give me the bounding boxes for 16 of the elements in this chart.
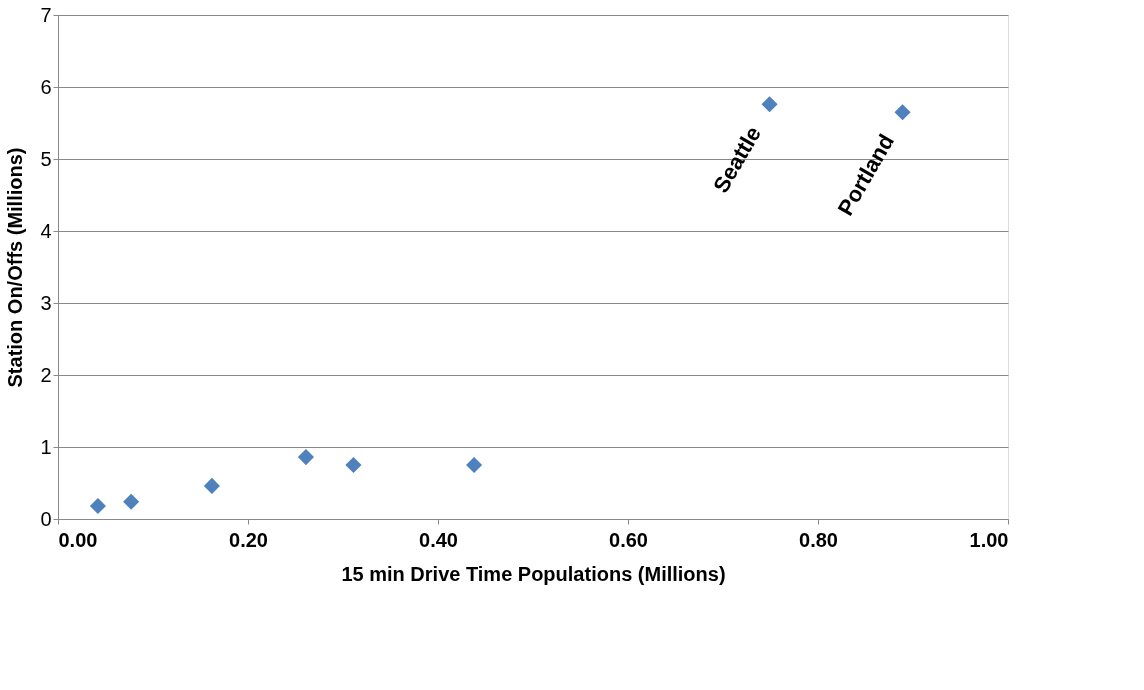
- x-tick-label: 0.80: [799, 528, 838, 551]
- x-tick-label: 1.00: [969, 528, 1009, 551]
- y-tick-label: 0: [40, 507, 52, 530]
- x-tick-label: 0.40: [419, 528, 458, 551]
- y-tick-label: 3: [40, 291, 52, 314]
- y-tick-label: 1: [40, 435, 52, 458]
- y-tick-label: 5: [40, 147, 52, 170]
- y-tick-label: 4: [40, 219, 52, 242]
- x-tick-label: 0.00: [58, 528, 98, 551]
- x-tick-label: 0.20: [229, 528, 268, 551]
- x-tick-label: 0.60: [609, 528, 648, 551]
- y-tick-label: 2: [40, 363, 52, 386]
- y-axis-title: Station On/Offs (Millions): [4, 147, 27, 388]
- y-tick-label: 6: [40, 75, 52, 98]
- y-tick-label: 7: [40, 3, 52, 26]
- x-axis-title: 15 min Drive Time Populations (Millions): [341, 562, 726, 585]
